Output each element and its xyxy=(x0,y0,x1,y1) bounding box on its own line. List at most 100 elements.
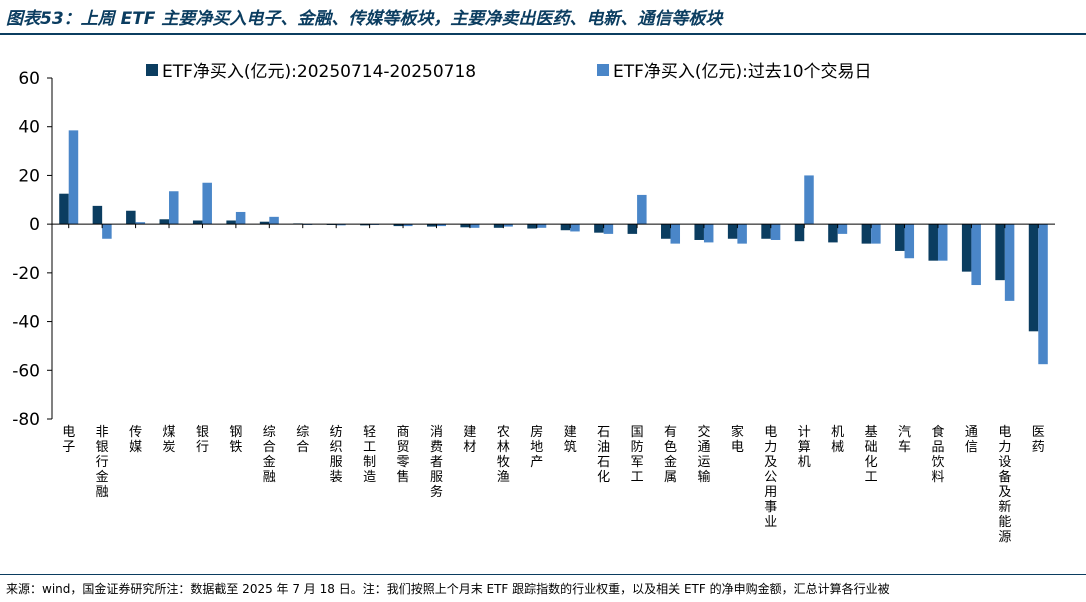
legend-swatch-series-1 xyxy=(146,64,158,76)
y-tick-label: -60 xyxy=(12,361,40,381)
bar-series-2 xyxy=(603,224,614,234)
title-rule xyxy=(0,33,1086,35)
y-tick-label: 60 xyxy=(18,69,40,89)
footnote: 来源：wind，国金证券研究所注：数据截至 2025 年 7 月 18 日。注：… xyxy=(6,582,890,596)
category-label: 汽车 xyxy=(898,425,911,455)
category-label: 交通运输 xyxy=(697,424,710,485)
bar-series-2 xyxy=(904,224,915,259)
y-tick-label: -20 xyxy=(12,264,40,284)
bar-series-2 xyxy=(837,224,848,234)
y-tick-label: -80 xyxy=(12,410,40,430)
bar-series-2 xyxy=(269,216,279,225)
bar-series-2 xyxy=(536,224,547,228)
category-label: 钢铁 xyxy=(229,425,242,455)
bar-series-1 xyxy=(928,224,938,261)
category-label: 建筑 xyxy=(564,425,577,455)
bar-series-2 xyxy=(503,224,513,227)
category-label: 轻工制造 xyxy=(363,425,376,485)
category-label: 房地产 xyxy=(530,424,543,470)
bar-series-1 xyxy=(594,224,604,233)
category-label: 综合 xyxy=(296,425,309,455)
category-label: 煤炭 xyxy=(163,425,176,455)
category-label: 通信 xyxy=(965,425,978,455)
bar-series-2 xyxy=(971,224,981,286)
footnote-rule xyxy=(0,574,1086,575)
bar-series-1 xyxy=(794,224,805,242)
figure-title: 图表53：上周 ETF 主要净买入电子、金融、传媒等板块，主要净卖出医药、电新、… xyxy=(6,9,723,29)
legend-label-series-1: ETF净买入(亿元):20250714-20250718 xyxy=(162,62,476,82)
category-label: 纺织服装 xyxy=(330,425,343,485)
bar-series-2 xyxy=(937,224,948,261)
category-label: 电力设备及新能源 xyxy=(998,425,1011,545)
y-tick-label: -40 xyxy=(12,313,40,333)
bar-series-1 xyxy=(393,224,404,227)
bar-series-2 xyxy=(637,194,647,225)
x-axis xyxy=(52,223,1055,229)
bar-series-2 xyxy=(102,224,112,239)
bar-series-1 xyxy=(92,205,103,225)
category-label: 基础化工 xyxy=(865,425,878,485)
bar-series-1 xyxy=(192,220,203,225)
bar-series-2 xyxy=(336,224,346,226)
category-label: 家电 xyxy=(731,424,744,455)
category-label: 国防军工 xyxy=(631,425,644,485)
bar-series-2 xyxy=(804,175,814,225)
bar-series-2 xyxy=(871,224,881,244)
bar-series-1 xyxy=(426,224,437,227)
bar-series-1 xyxy=(761,224,771,239)
bar-series-1 xyxy=(861,224,872,244)
bar-series-1 xyxy=(1028,224,1039,332)
category-label: 传媒 xyxy=(129,425,142,455)
bar-series-2 xyxy=(169,191,179,225)
bar-series-2 xyxy=(469,224,480,228)
bar-series-1 xyxy=(727,224,738,239)
bar-series-1 xyxy=(661,224,671,239)
bar-series-1 xyxy=(694,224,704,240)
bar-series-1 xyxy=(895,224,905,251)
category-label: 综合金融 xyxy=(263,425,276,485)
category-label: 农林牧渔 xyxy=(497,425,510,485)
category-label: 建材 xyxy=(463,425,476,455)
category-label: 商贸零售 xyxy=(397,425,410,485)
y-tick-label: 20 xyxy=(18,166,40,186)
bars xyxy=(59,130,1048,365)
bar-series-1 xyxy=(360,224,370,226)
bar-series-2 xyxy=(670,224,681,244)
bar-series-1 xyxy=(126,210,136,225)
bar-series-2 xyxy=(703,224,714,243)
bar-series-1 xyxy=(493,224,504,228)
bar-series-2 xyxy=(135,222,146,225)
legend-swatch-series-2 xyxy=(597,64,609,76)
y-axis: 60 40 20 0 -20 -40 -60 -80 xyxy=(12,69,53,430)
category-label: 机械 xyxy=(831,425,844,455)
category-label: 电力及公用事业 xyxy=(764,425,777,530)
bar-series-1 xyxy=(259,221,270,225)
category-label: 计算机 xyxy=(798,425,811,470)
y-tick-label: 0 xyxy=(29,215,40,235)
bar-series-1 xyxy=(560,224,571,231)
bar-series-2 xyxy=(737,224,747,244)
bar-series-1 xyxy=(226,220,236,225)
category-label: 石油石化 xyxy=(597,425,610,485)
category-label: 食品饮料 xyxy=(931,424,944,485)
bar-series-1 xyxy=(527,224,537,229)
category-label: 消费者服务 xyxy=(430,425,443,500)
legend: ETF净买入(亿元):20250714-20250718 ETF净买入(亿元):… xyxy=(146,62,872,82)
bar-series-2 xyxy=(403,224,413,227)
bar-series-2 xyxy=(436,224,446,227)
category-label: 银行 xyxy=(196,425,209,455)
category-label: 非银行金融 xyxy=(96,425,109,500)
bar-chart: ETF净买入(亿元):20250714-20250718 ETF净买入(亿元):… xyxy=(12,62,1055,545)
bar-series-2 xyxy=(68,130,79,225)
legend-label-series-2: ETF净买入(亿元):过去10个交易日 xyxy=(613,62,872,82)
bar-series-2 xyxy=(202,182,212,225)
bar-series-1 xyxy=(995,224,1005,281)
bar-series-1 xyxy=(627,224,638,234)
bar-series-2 xyxy=(770,224,781,240)
bar-series-1 xyxy=(828,224,838,243)
category-label: 有色金属 xyxy=(664,425,677,485)
bar-series-1 xyxy=(59,193,69,225)
bar-series-2 xyxy=(570,224,580,232)
bar-series-1 xyxy=(460,224,470,228)
